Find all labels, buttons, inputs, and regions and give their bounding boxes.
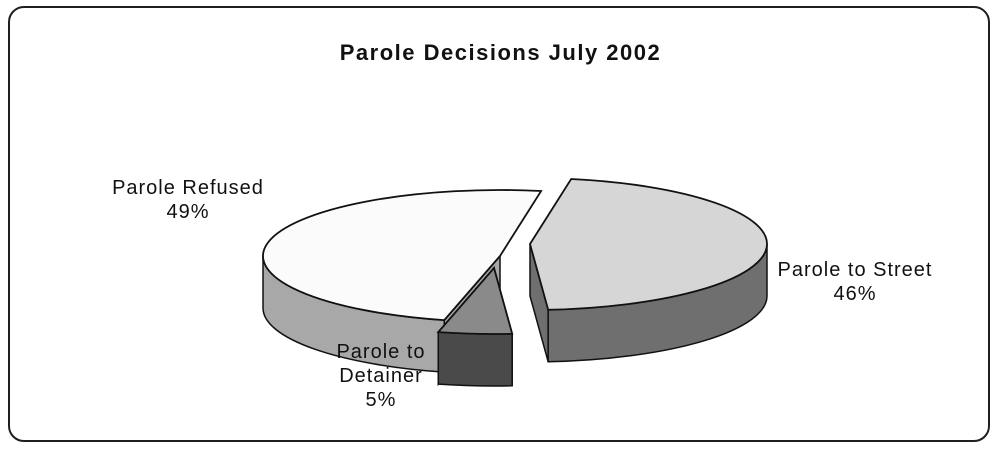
- slice-top-parole-refused: [262, 189, 543, 322]
- slice-name-parole-to-detainer-line1: Parole to: [336, 341, 426, 363]
- slice-side-parole-to-detainer: [437, 331, 513, 387]
- slice-pct-parole-refused: 49%: [166, 201, 210, 223]
- slice-label-parole-to-detainer: Parole to Detainer 5%: [316, 340, 446, 412]
- slice-name-parole-refused: Parole Refused: [112, 177, 264, 199]
- chart-title: Parole Decisions July 2002: [339, 40, 662, 65]
- slice-top-parole-to-detainer: [436, 266, 514, 335]
- slice-pct-parole-to-street: 46%: [833, 283, 877, 305]
- slice-name-parole-to-street: Parole to Street: [777, 259, 933, 281]
- slice-top-parole-to-street: [529, 178, 768, 311]
- slice-name-parole-to-detainer-line2: Detainer: [339, 365, 423, 387]
- slice-pct-parole-to-detainer: 5%: [365, 389, 397, 411]
- slice-label-parole-to-street: Parole to Street 46%: [750, 258, 960, 306]
- slice-label-parole-refused: Parole Refused 49%: [88, 176, 288, 224]
